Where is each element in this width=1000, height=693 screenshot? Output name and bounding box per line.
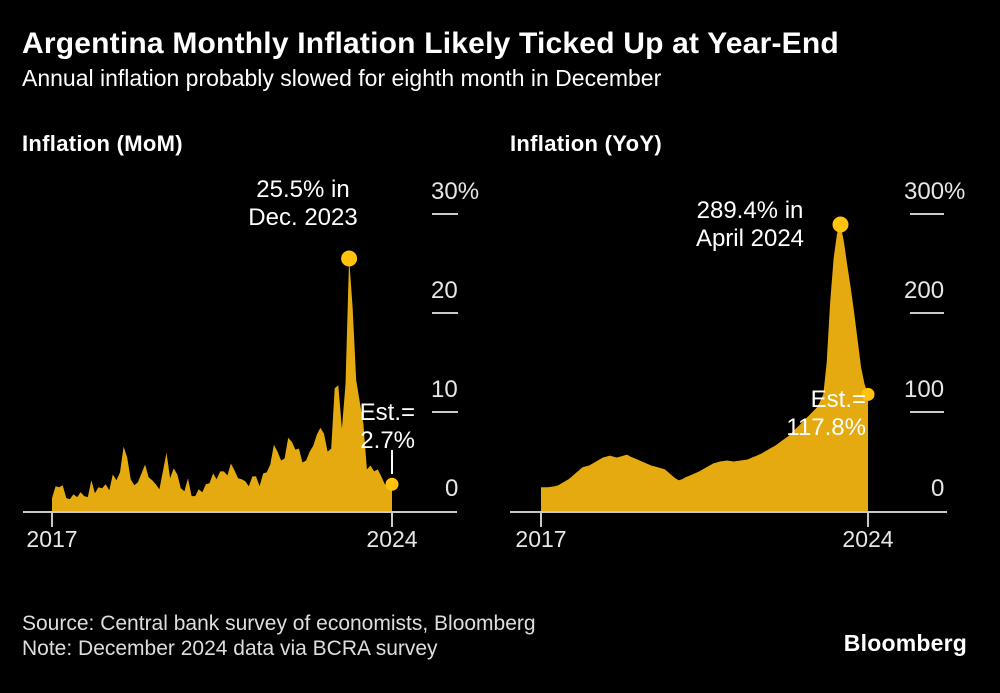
- peak-annotation-yoy-line1: 289.4% in: [696, 197, 804, 224]
- est-annotation-yoy: Est.= 117.8%: [786, 386, 866, 442]
- x-tick-label-0-0: 2017: [26, 526, 78, 552]
- est-annotation-mom: Est.= 2.7%: [360, 399, 415, 455]
- y-tick-label-1-0: 300%: [904, 178, 966, 205]
- y-tick-label-0-2: 10: [431, 376, 458, 403]
- panel-title-yoy: Inflation (YoY): [510, 131, 662, 156]
- y-tick-label-1-1: 200: [904, 277, 945, 304]
- peak-annotation-mom: 25.5% in Dec. 2023: [153, 176, 453, 232]
- est-annotation-yoy-line2: 117.8%: [786, 414, 866, 441]
- panel-title-mom: Inflation (MoM): [22, 131, 183, 156]
- end-dot-0: [385, 477, 399, 491]
- peak-annotation-yoy: 289.4% in April 2024: [600, 197, 900, 253]
- source-text: Source: Central bank survey of economist…: [22, 612, 536, 635]
- est-annotation-mom-line1: Est.=: [359, 399, 415, 426]
- end-dot-1: [861, 387, 875, 401]
- area-series-0: [52, 258, 392, 511]
- peak-dot-0: [341, 250, 358, 267]
- est-annotation-mom-line2: 2.7%: [360, 427, 415, 454]
- x-tick-label-1-1: 2024: [842, 526, 894, 552]
- peak-annotation-yoy-line2: April 2024: [695, 225, 805, 252]
- x-tick-label-0-1: 2024: [366, 526, 418, 552]
- page-subtitle: Annual inflation probably slowed for eig…: [22, 65, 662, 91]
- page-title: Argentina Monthly Inflation Likely Ticke…: [22, 27, 839, 60]
- peak-annotation-mom-line2: Dec. 2023: [248, 204, 358, 231]
- est-annotation-yoy-line1: Est.=: [810, 386, 866, 413]
- y-tick-label-1-3: 0: [931, 475, 945, 502]
- x-tick-label-1-0: 2017: [515, 526, 567, 552]
- y-tick-label-0-1: 20: [431, 277, 458, 304]
- area-series-1: [541, 224, 868, 511]
- y-tick-label-0-3: 0: [445, 475, 459, 502]
- peak-dot-1: [832, 216, 849, 233]
- bloomberg-logo: Bloomberg: [843, 630, 967, 656]
- peak-annotation-mom-line1: 25.5% in: [256, 176, 350, 203]
- y-tick-label-1-2: 100: [904, 376, 945, 403]
- note-text: Note: December 2024 data via BCRA survey: [22, 637, 438, 660]
- y-tick-label-0-0: 30%: [431, 178, 480, 205]
